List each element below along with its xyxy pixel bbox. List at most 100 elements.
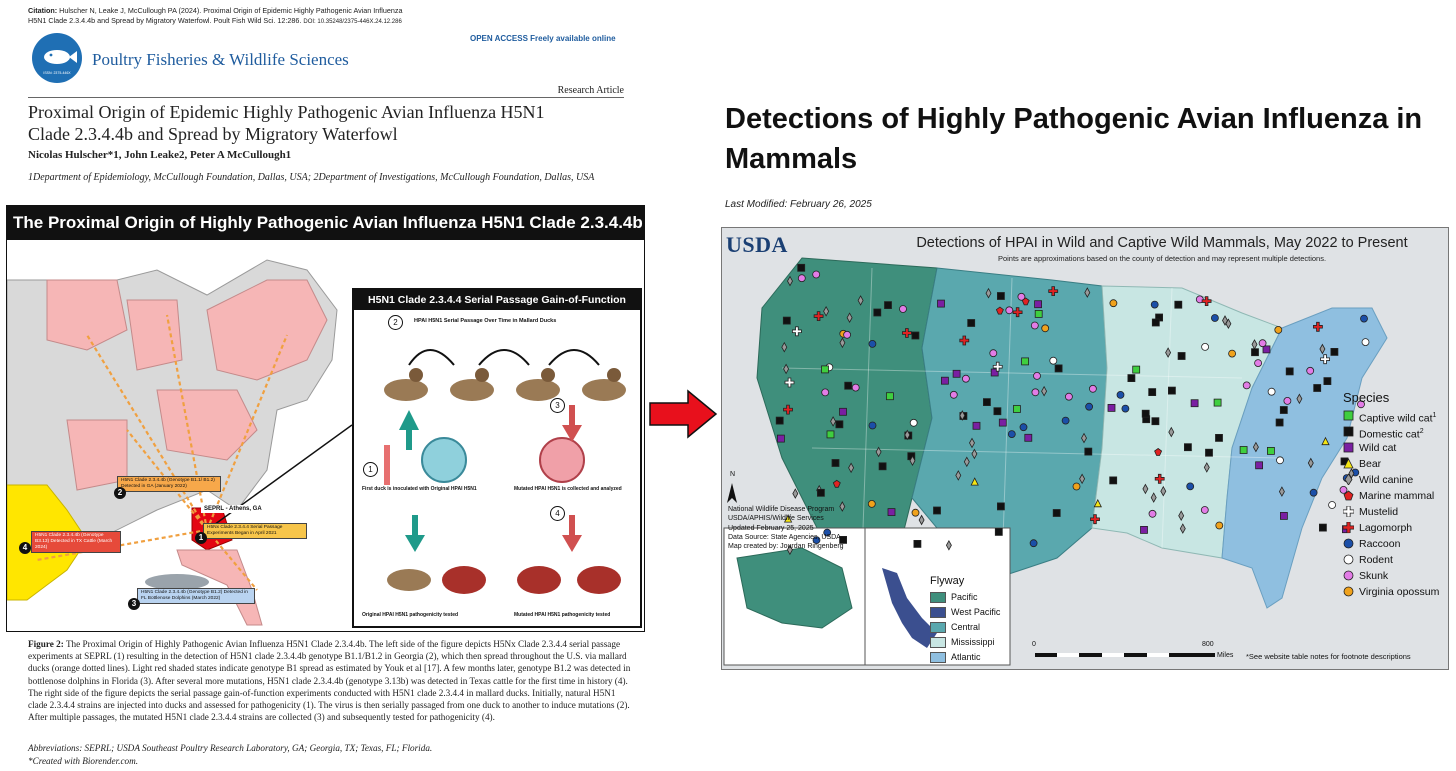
credit-line: National Wildlife Disease Program [728, 506, 835, 513]
last-modified: Last Modified: February 26, 2025 [725, 199, 872, 210]
flyway-label: Pacific [951, 592, 978, 602]
detection-marker [1339, 485, 1348, 494]
detection-marker [1280, 511, 1288, 520]
detection-marker [972, 421, 981, 430]
detection-marker [1328, 501, 1336, 509]
detection-marker [784, 377, 795, 388]
paper-title: Proximal Origin of Epidemic Highly Patho… [28, 101, 628, 145]
figure-caption: Figure 2: The Proximal Origin of Highly … [28, 638, 634, 723]
detection-marker [1361, 338, 1370, 346]
detection-marker [817, 488, 825, 497]
detection-marker [911, 331, 920, 340]
detection-marker [1321, 436, 1330, 446]
detection-marker [831, 459, 840, 467]
species-symbol-icon [1343, 490, 1354, 501]
detection-marker [832, 479, 841, 488]
detection-marker [1109, 299, 1118, 308]
detection-marker [839, 535, 847, 544]
detection-marker [909, 418, 918, 427]
map-credits: National Wildlife Disease Program USDA/AP… [728, 505, 888, 551]
detection-marker [873, 308, 882, 317]
detection-marker [1061, 416, 1070, 425]
detection-marker [1183, 443, 1192, 452]
detection-marker [1140, 525, 1148, 534]
detection-marker [1084, 447, 1093, 456]
detection-marker [1160, 485, 1167, 497]
detection-marker [1127, 374, 1136, 383]
detection-marker [1093, 498, 1102, 508]
step-1-text: First duck is inoculated with Original H… [362, 486, 477, 492]
detection-marker [1049, 356, 1058, 365]
box-4: H5N1 Clade 2.3.4.4b (Genotype B3.13) Det… [31, 531, 121, 553]
species-symbol-icon [1343, 570, 1354, 581]
detection-marker [1306, 366, 1315, 375]
species-legend-title: Species [1343, 390, 1390, 405]
species-symbol-icon [1343, 522, 1354, 533]
detection-marker [787, 275, 793, 287]
detection-marker [1019, 423, 1028, 432]
marker-4: 4 [19, 542, 31, 554]
step-4-number: 4 [550, 506, 565, 521]
detection-marker [911, 508, 920, 517]
journal-logo: ISSN: 2375-446X [32, 33, 82, 83]
step-2-number: 2 [388, 315, 403, 330]
detection-marker [1242, 381, 1251, 390]
detection-marker [1177, 352, 1186, 360]
detection-marker [1154, 448, 1163, 456]
detection-marker [792, 488, 799, 499]
detection-marker [1079, 473, 1086, 485]
detection-marker [846, 312, 853, 324]
flyway-legend-item: West Pacific [930, 605, 1020, 620]
detection-marker [1251, 348, 1259, 357]
detection-marker [868, 421, 877, 430]
marker-3: 3 [128, 598, 140, 610]
detection-marker [995, 306, 1004, 315]
step-3-number: 3 [550, 398, 565, 413]
detection-marker [1012, 405, 1021, 413]
detection-marker [933, 506, 941, 515]
detection-marker [1052, 509, 1061, 517]
detection-marker [1007, 430, 1016, 439]
detection-marker [1034, 310, 1043, 318]
detection-marker [867, 499, 876, 508]
species-legend-label: Domestic cat [1359, 428, 1420, 441]
detection-marker [1174, 300, 1183, 309]
detection-marker [1278, 486, 1285, 497]
species-legend-label: Bear [1359, 458, 1382, 470]
credit-line: USDA/APHIS/Wildlife Services [728, 515, 824, 523]
flyway-legend-item: Atlantic [930, 650, 1020, 665]
scale-unit: Miles [1217, 652, 1234, 659]
detection-marker [1088, 384, 1097, 393]
detection-marker [783, 404, 793, 415]
detection-marker [1275, 418, 1284, 427]
detection-marker [1150, 300, 1159, 309]
detection-marker [955, 470, 962, 481]
map-canvas [723, 257, 1388, 666]
citation: Citation: Hulscher N, Leake J, McCulloug… [28, 6, 628, 27]
species-legend-label: Rodent [1359, 554, 1393, 566]
detection-marker [982, 398, 991, 407]
species-legend-item: Mustelid [1343, 504, 1447, 520]
detection-marker [885, 392, 894, 401]
citation-line2: H5N1 Clade 2.3.4.4b and Spread by Migrat… [28, 16, 302, 25]
detection-marker [1255, 461, 1263, 470]
detection-marker [1262, 345, 1271, 354]
detection-marker [1283, 396, 1292, 405]
detection-marker [1319, 343, 1326, 355]
detection-marker [1215, 521, 1224, 530]
detection-marker [1085, 402, 1094, 411]
detection-marker [1258, 339, 1267, 348]
bottom-right-text: Mutated HPAI H5N1 pathogenicity tested [514, 612, 611, 618]
box-1: H5Nx Clade 2.3.4.4 Serial Passage Experi… [203, 523, 307, 539]
detection-marker [963, 456, 970, 468]
detection-marker [959, 335, 970, 346]
detection-marker [826, 430, 835, 439]
detection-markers [775, 263, 1370, 556]
footnote: *See website table notes for footnote de… [1246, 652, 1411, 661]
detection-marker [1274, 326, 1283, 334]
detection-marker [959, 410, 966, 421]
credit-line: Map created by: Jourdan Ringenberg [728, 543, 844, 551]
step-3-text: Mutated HPAI H5N1 is collected and analy… [514, 486, 622, 492]
species-symbol-icon [1343, 410, 1354, 421]
species-legend-item: Lagomorph [1343, 520, 1447, 536]
